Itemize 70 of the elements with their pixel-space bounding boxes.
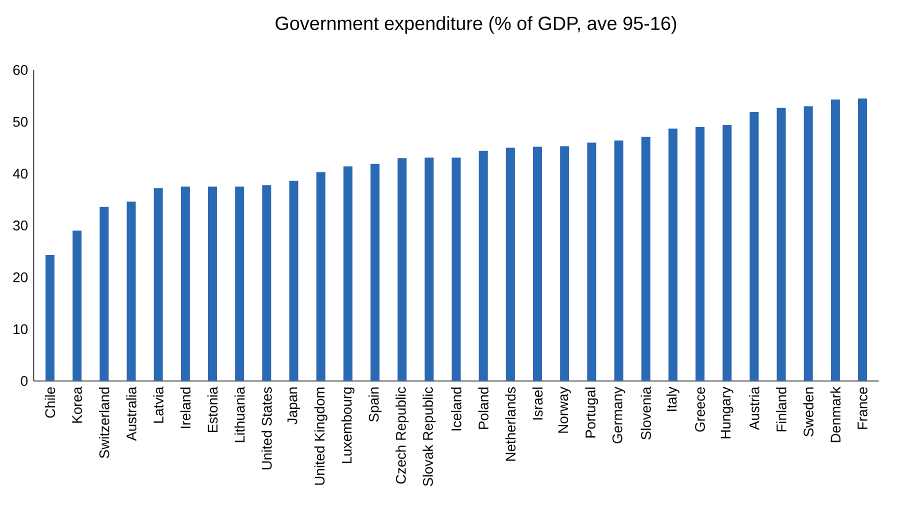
bar <box>560 146 570 381</box>
bar <box>804 106 813 381</box>
bar <box>750 112 759 381</box>
x-tick-label: Slovak Republic <box>422 387 436 486</box>
x-tick-label: Czech Republic <box>396 387 409 484</box>
bar <box>370 164 380 381</box>
x-tick-label: France <box>858 387 868 429</box>
x-tick-label: Hungary <box>720 386 734 438</box>
x-tick-label: Netherlands <box>505 387 516 461</box>
bar <box>100 206 109 381</box>
x-tick-label: Greece <box>695 387 705 432</box>
bar <box>830 100 840 381</box>
y-tick-label: 50 <box>13 116 28 127</box>
x-tick-label: Estonia <box>207 386 218 432</box>
x-tick-label: Iceland <box>451 388 462 430</box>
x-tick-label: Chile <box>44 387 56 418</box>
x-tick-label: Australia <box>126 386 136 441</box>
bar <box>46 255 54 381</box>
bar <box>289 180 298 381</box>
x-tick-label: Spain <box>368 388 382 422</box>
x-tick-label: Luxembourg <box>341 388 354 464</box>
y-tick-label: 30 <box>13 220 28 230</box>
bar <box>696 127 705 381</box>
y-tick-label: 40 <box>12 168 28 179</box>
x-tick-label: Norway <box>558 386 571 433</box>
x-tick-label: Lithuania <box>234 386 245 442</box>
x-tick-label: United States <box>262 387 272 470</box>
x-tick-label: Finland <box>776 388 786 432</box>
bar <box>506 148 515 381</box>
bar <box>668 128 678 381</box>
y-tick-label: 20 <box>13 272 28 282</box>
bar <box>126 202 136 381</box>
x-tick-label: Sweden <box>803 388 814 436</box>
x-tick-label: Korea <box>72 386 82 423</box>
bar <box>208 186 218 381</box>
bar <box>343 166 352 381</box>
bar <box>776 108 786 381</box>
x-tick-label: Denmark <box>830 386 841 442</box>
x-tick-label: Japan <box>288 388 300 424</box>
bar <box>452 158 461 381</box>
x-tick-label: Israel <box>532 388 543 420</box>
x-tick-label: Latvia <box>153 386 164 423</box>
y-tick-label: 0 <box>20 376 28 386</box>
bar <box>180 186 190 381</box>
x-tick-label: Italy <box>666 386 680 411</box>
bar <box>614 140 624 381</box>
x-tick-label: United Kingdom <box>314 388 328 485</box>
y-tick-label: 10 <box>14 324 28 334</box>
bar <box>262 185 272 381</box>
x-tick-label: Switzerland <box>99 388 110 458</box>
x-tick-label: Portugal <box>585 388 598 438</box>
x-tick-label: Germany <box>612 386 626 444</box>
chart-title: Government expenditure (% of GDP, ave 95-16) <box>276 16 676 34</box>
bar <box>424 158 434 381</box>
bar <box>72 230 82 381</box>
bar <box>235 186 244 381</box>
bar <box>533 146 542 381</box>
x-tick-label: Austria <box>749 386 760 430</box>
x-tick-label: Poland <box>478 388 488 429</box>
x-tick-label: Ireland <box>180 388 191 428</box>
bar <box>154 188 163 381</box>
bar <box>858 98 868 381</box>
x-tick-label: Slovenia <box>640 386 651 440</box>
bar <box>722 124 732 381</box>
bar <box>398 158 407 381</box>
bar <box>641 136 650 381</box>
y-tick-label: 60 <box>13 65 28 75</box>
bar <box>478 150 488 381</box>
bar <box>587 142 596 381</box>
bar <box>316 172 326 381</box>
